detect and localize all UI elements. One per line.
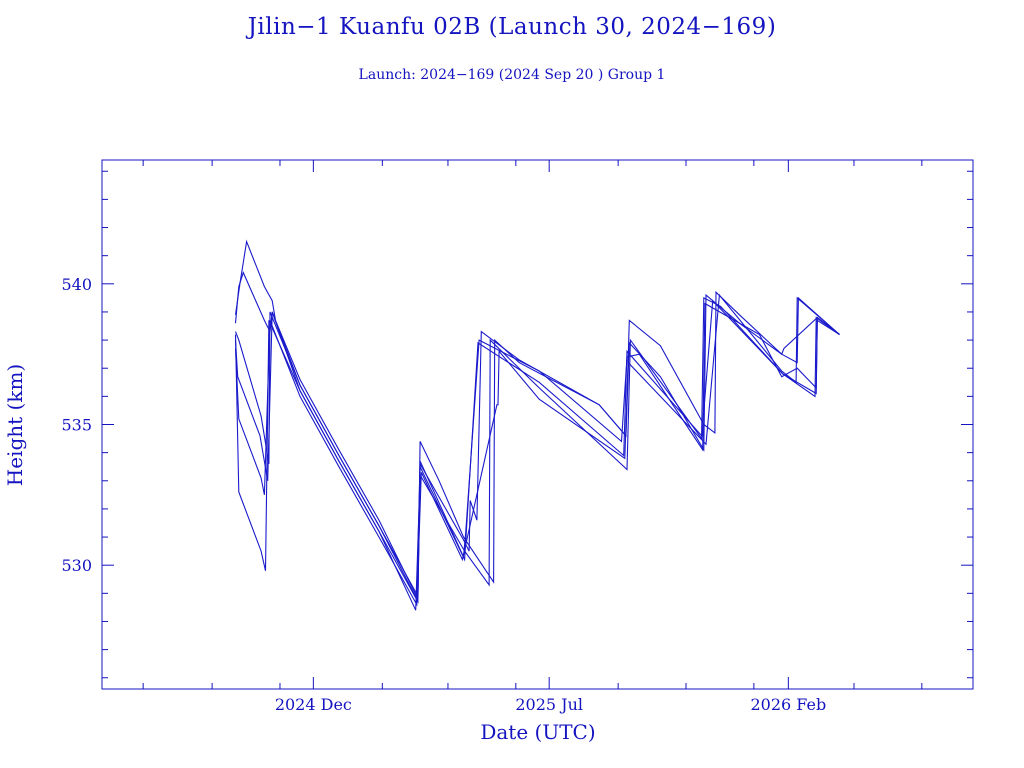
x-axis-label: Date (UTC)	[480, 720, 595, 744]
x-tick-label: 2026 Feb	[750, 695, 826, 714]
y-tick-label: 535	[61, 416, 92, 435]
satellite-height-line-1	[234, 239, 840, 600]
chart-title: Jilin−1 Kuanfu 02B (Launch 30, 2024−169)	[247, 14, 777, 40]
satellite-height-line-4	[234, 297, 840, 604]
satellite-height-line-3	[234, 302, 840, 600]
satellite-height-line-2	[234, 271, 840, 599]
chart-subtitle: Launch: 2024−169 (2024 Sep 20 ) Group 1	[358, 67, 666, 83]
satellite-height-line-5	[234, 299, 840, 611]
x-tick-label: 2025 Jul	[515, 695, 583, 714]
x-tick-label: 2024 Dec	[275, 695, 352, 714]
y-tick-label: 530	[61, 556, 92, 575]
y-tick-label: 540	[61, 275, 92, 294]
plot-frame	[101, 159, 974, 690]
satellite-height-line-6	[234, 293, 840, 607]
y-axis-label: Height (km)	[3, 364, 27, 486]
